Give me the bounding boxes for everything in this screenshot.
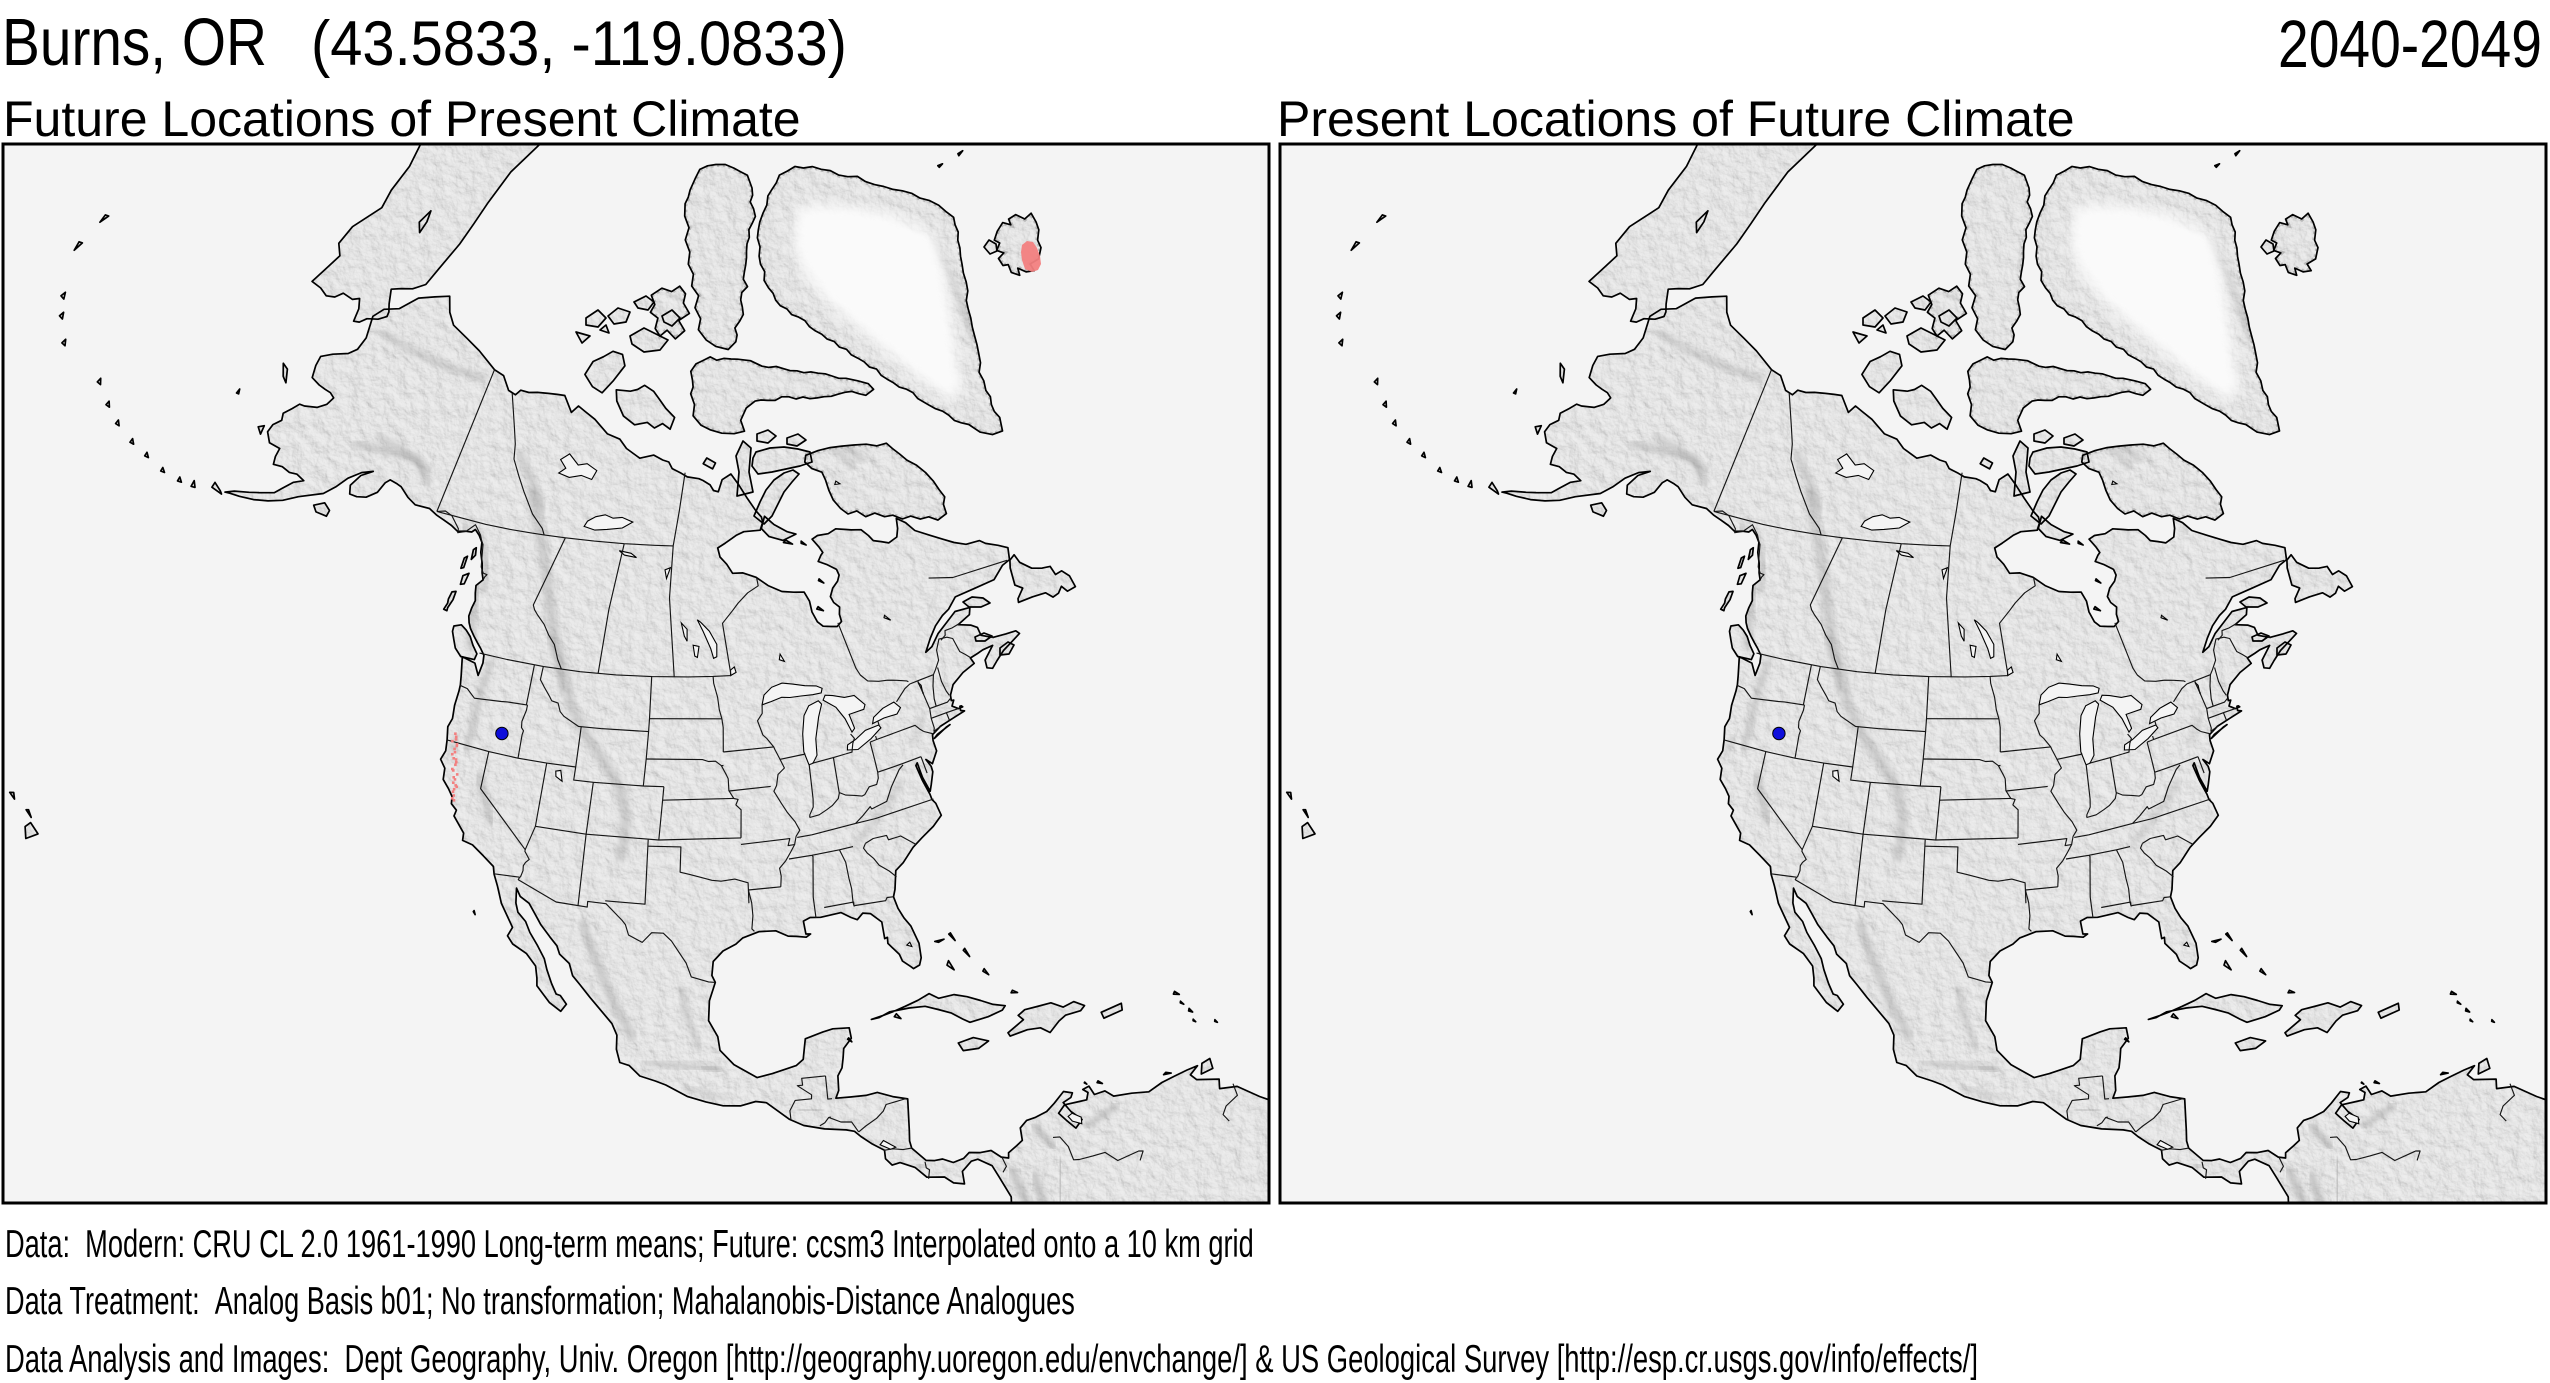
svg-text:Data Analysis and Images: Dep: Data Analysis and Images: Dept Geography… — [5, 1337, 1978, 1381]
svg-text:Future Locations of Present Cl: Future Locations of Present Climate — [3, 91, 801, 147]
svg-text:Data Treatment: Analog Basis: Data Treatment: Analog Basis b01; No tra… — [5, 1280, 1075, 1323]
svg-text:2040-2049: 2040-2049 — [2278, 7, 2542, 82]
svg-text:(43.5833, -119.0833): (43.5833, -119.0833) — [311, 8, 847, 79]
svg-text:Data: Modern: CRU CL 2.0 1961: Data: Modern: CRU CL 2.0 1961-1990 Long-… — [5, 1223, 1254, 1266]
svg-text:Burns, OR: Burns, OR — [2, 6, 267, 80]
svg-text:Present Locations of Future Cl: Present Locations of Future Climate — [1277, 91, 2075, 147]
